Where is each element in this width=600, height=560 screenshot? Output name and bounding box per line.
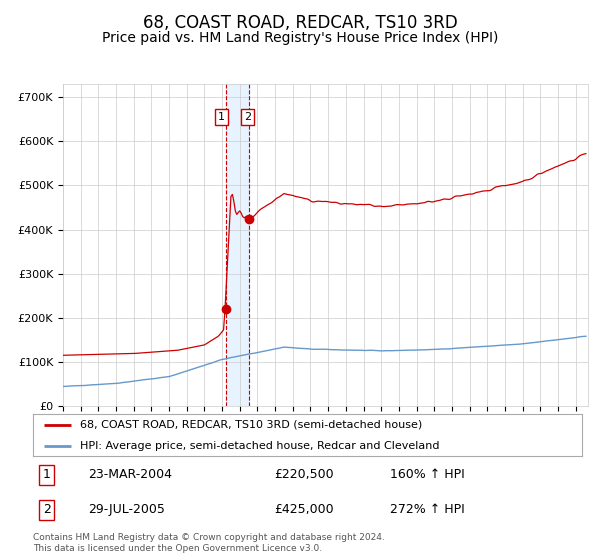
Text: 23-MAR-2004: 23-MAR-2004 [88, 468, 172, 481]
Text: 29-JUL-2005: 29-JUL-2005 [88, 503, 165, 516]
Text: £220,500: £220,500 [275, 468, 334, 481]
Bar [226, 84, 249, 406]
Text: Contains HM Land Registry data © Crown copyright and database right 2024.
This d: Contains HM Land Registry data © Crown c… [33, 533, 385, 553]
Text: 68, COAST ROAD, REDCAR, TS10 3RD: 68, COAST ROAD, REDCAR, TS10 3RD [143, 14, 457, 32]
Text: 68, COAST ROAD, REDCAR, TS10 3RD (semi-detached house): 68, COAST ROAD, REDCAR, TS10 3RD (semi-d… [80, 420, 422, 430]
Text: 2: 2 [244, 112, 251, 122]
Text: Price paid vs. HM Land Registry's House Price Index (HPI): Price paid vs. HM Land Registry's House … [102, 31, 498, 45]
Text: 2: 2 [43, 503, 50, 516]
Text: 1: 1 [43, 468, 50, 481]
Text: 272% ↑ HPI: 272% ↑ HPI [390, 503, 464, 516]
Text: £425,000: £425,000 [275, 503, 334, 516]
Text: 1: 1 [218, 112, 225, 122]
Text: 160% ↑ HPI: 160% ↑ HPI [390, 468, 464, 481]
Text: HPI: Average price, semi-detached house, Redcar and Cleveland: HPI: Average price, semi-detached house,… [80, 441, 439, 451]
